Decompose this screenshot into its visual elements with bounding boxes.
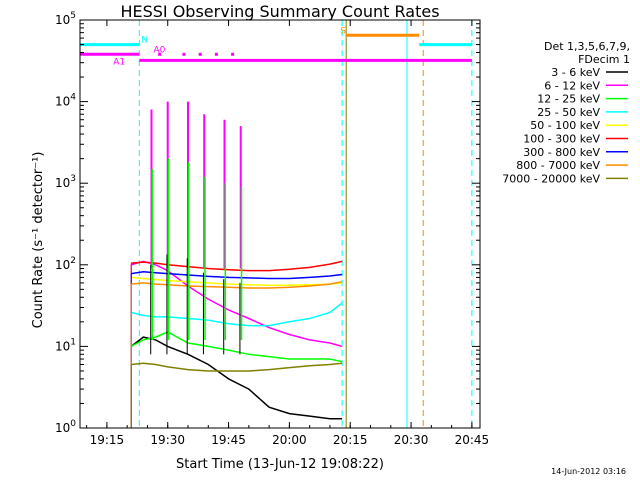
y-tick-label-3: 103 xyxy=(55,174,76,190)
y-axis-label: Count Rate (s⁻¹ detector⁻¹) xyxy=(31,152,46,329)
x-tick-label-2: 19:45 xyxy=(211,433,246,447)
legend-label-8: 7000 - 20000 keV xyxy=(502,172,600,185)
series-line-4 xyxy=(131,276,343,287)
mode-marker-2 xyxy=(198,52,202,56)
legend-label-7: 800 - 7000 keV xyxy=(516,159,600,172)
y-tick-label-5: 105 xyxy=(55,11,76,27)
y-axis: 100 101 102 103 104 105 xyxy=(55,11,480,435)
x-axis-label: Start Time (13-Jun-12 19:08:22) xyxy=(176,457,384,472)
x-tick-label-5: 20:30 xyxy=(394,433,429,447)
x-tick-label-4: 20:15 xyxy=(333,433,368,447)
plot-area: N A1 A0 S xyxy=(80,20,473,428)
series-line-0 xyxy=(130,336,343,420)
x-axis: 19:15 19:30 19:45 20:00 20:15 20:30 20:45 xyxy=(86,20,490,447)
legend-header-1: FDecim 1 xyxy=(578,53,630,66)
y-tick-label-4: 104 xyxy=(55,93,76,109)
plot-frame xyxy=(79,19,481,429)
annotation-s: S xyxy=(340,26,346,36)
mode-marker-3 xyxy=(214,52,218,56)
series-line-2 xyxy=(130,331,343,363)
footer-timestamp: 14-Jun-2012 03:16 xyxy=(551,467,626,476)
legend-header-0: Det 1,3,5,6,7,9, xyxy=(544,40,630,53)
series-line-7 xyxy=(131,280,343,289)
x-tick-label-6: 20:45 xyxy=(455,433,490,447)
series-line-6 xyxy=(131,271,343,280)
series-line-1 xyxy=(130,260,343,348)
mode-marker-4 xyxy=(231,52,235,56)
x-tick-label-0: 19:15 xyxy=(90,433,125,447)
x-tick-label-3: 20:00 xyxy=(272,433,307,447)
annotation-a1: A1 xyxy=(113,57,125,67)
chart-title: HESSI Observing Summary Count Rates xyxy=(120,2,439,21)
legend-label-5: 100 - 300 keV xyxy=(523,133,600,146)
y-tick-label-2: 102 xyxy=(55,256,76,272)
legend-label-4: 50 - 100 keV xyxy=(530,119,600,132)
series-line-3 xyxy=(131,302,343,327)
x-tick-label-1: 19:30 xyxy=(150,433,185,447)
annotation-n: N xyxy=(141,36,148,46)
annotation-a0: A0 xyxy=(154,45,166,55)
legend-label-0: 3 - 6 keV xyxy=(551,66,600,79)
mode-marker-1 xyxy=(182,52,186,56)
legend-label-6: 300 - 800 keV xyxy=(523,146,600,159)
legend-label-3: 25 - 50 keV xyxy=(537,106,600,119)
legend-label-2: 12 - 25 keV xyxy=(537,93,600,106)
legend-label-1: 6 - 12 keV xyxy=(544,79,600,92)
y-tick-label-0: 100 xyxy=(55,419,76,435)
y-tick-label-1: 101 xyxy=(55,337,76,353)
mode-marker-0 xyxy=(158,52,162,56)
series-line-5 xyxy=(131,260,343,272)
series-line-8 xyxy=(131,362,343,372)
